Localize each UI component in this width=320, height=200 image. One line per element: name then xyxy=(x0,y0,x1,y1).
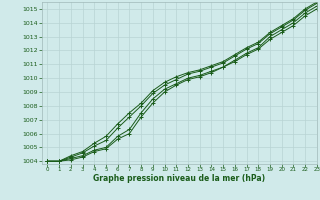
X-axis label: Graphe pression niveau de la mer (hPa): Graphe pression niveau de la mer (hPa) xyxy=(93,174,265,183)
